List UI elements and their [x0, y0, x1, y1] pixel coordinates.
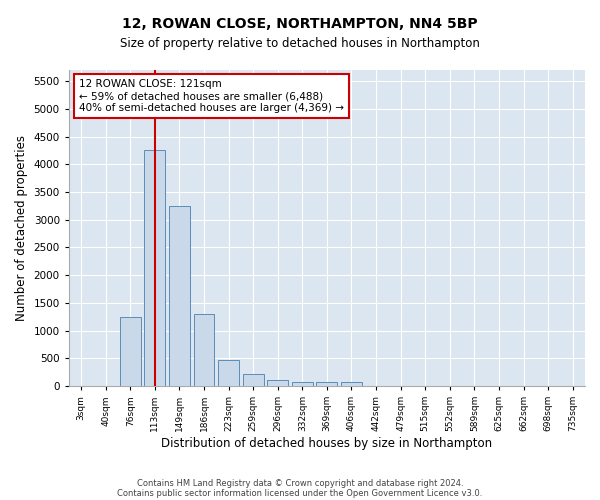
Bar — [145, 150, 166, 386]
Bar — [194, 314, 214, 386]
Bar — [218, 360, 239, 386]
Text: 12, ROWAN CLOSE, NORTHAMPTON, NN4 5BP: 12, ROWAN CLOSE, NORTHAMPTON, NN4 5BP — [122, 18, 478, 32]
Y-axis label: Number of detached properties: Number of detached properties — [15, 135, 28, 321]
Text: Contains HM Land Registry data © Crown copyright and database right 2024.: Contains HM Land Registry data © Crown c… — [137, 478, 463, 488]
Bar — [316, 382, 337, 386]
Bar — [268, 380, 288, 386]
Bar — [292, 382, 313, 386]
Text: Size of property relative to detached houses in Northampton: Size of property relative to detached ho… — [120, 38, 480, 51]
Bar — [169, 206, 190, 386]
Bar — [341, 382, 362, 386]
X-axis label: Distribution of detached houses by size in Northampton: Distribution of detached houses by size … — [161, 437, 493, 450]
Text: Contains public sector information licensed under the Open Government Licence v3: Contains public sector information licen… — [118, 488, 482, 498]
Text: 12 ROWAN CLOSE: 121sqm
← 59% of detached houses are smaller (6,488)
40% of semi-: 12 ROWAN CLOSE: 121sqm ← 59% of detached… — [79, 80, 344, 112]
Bar — [243, 374, 263, 386]
Bar — [120, 316, 141, 386]
